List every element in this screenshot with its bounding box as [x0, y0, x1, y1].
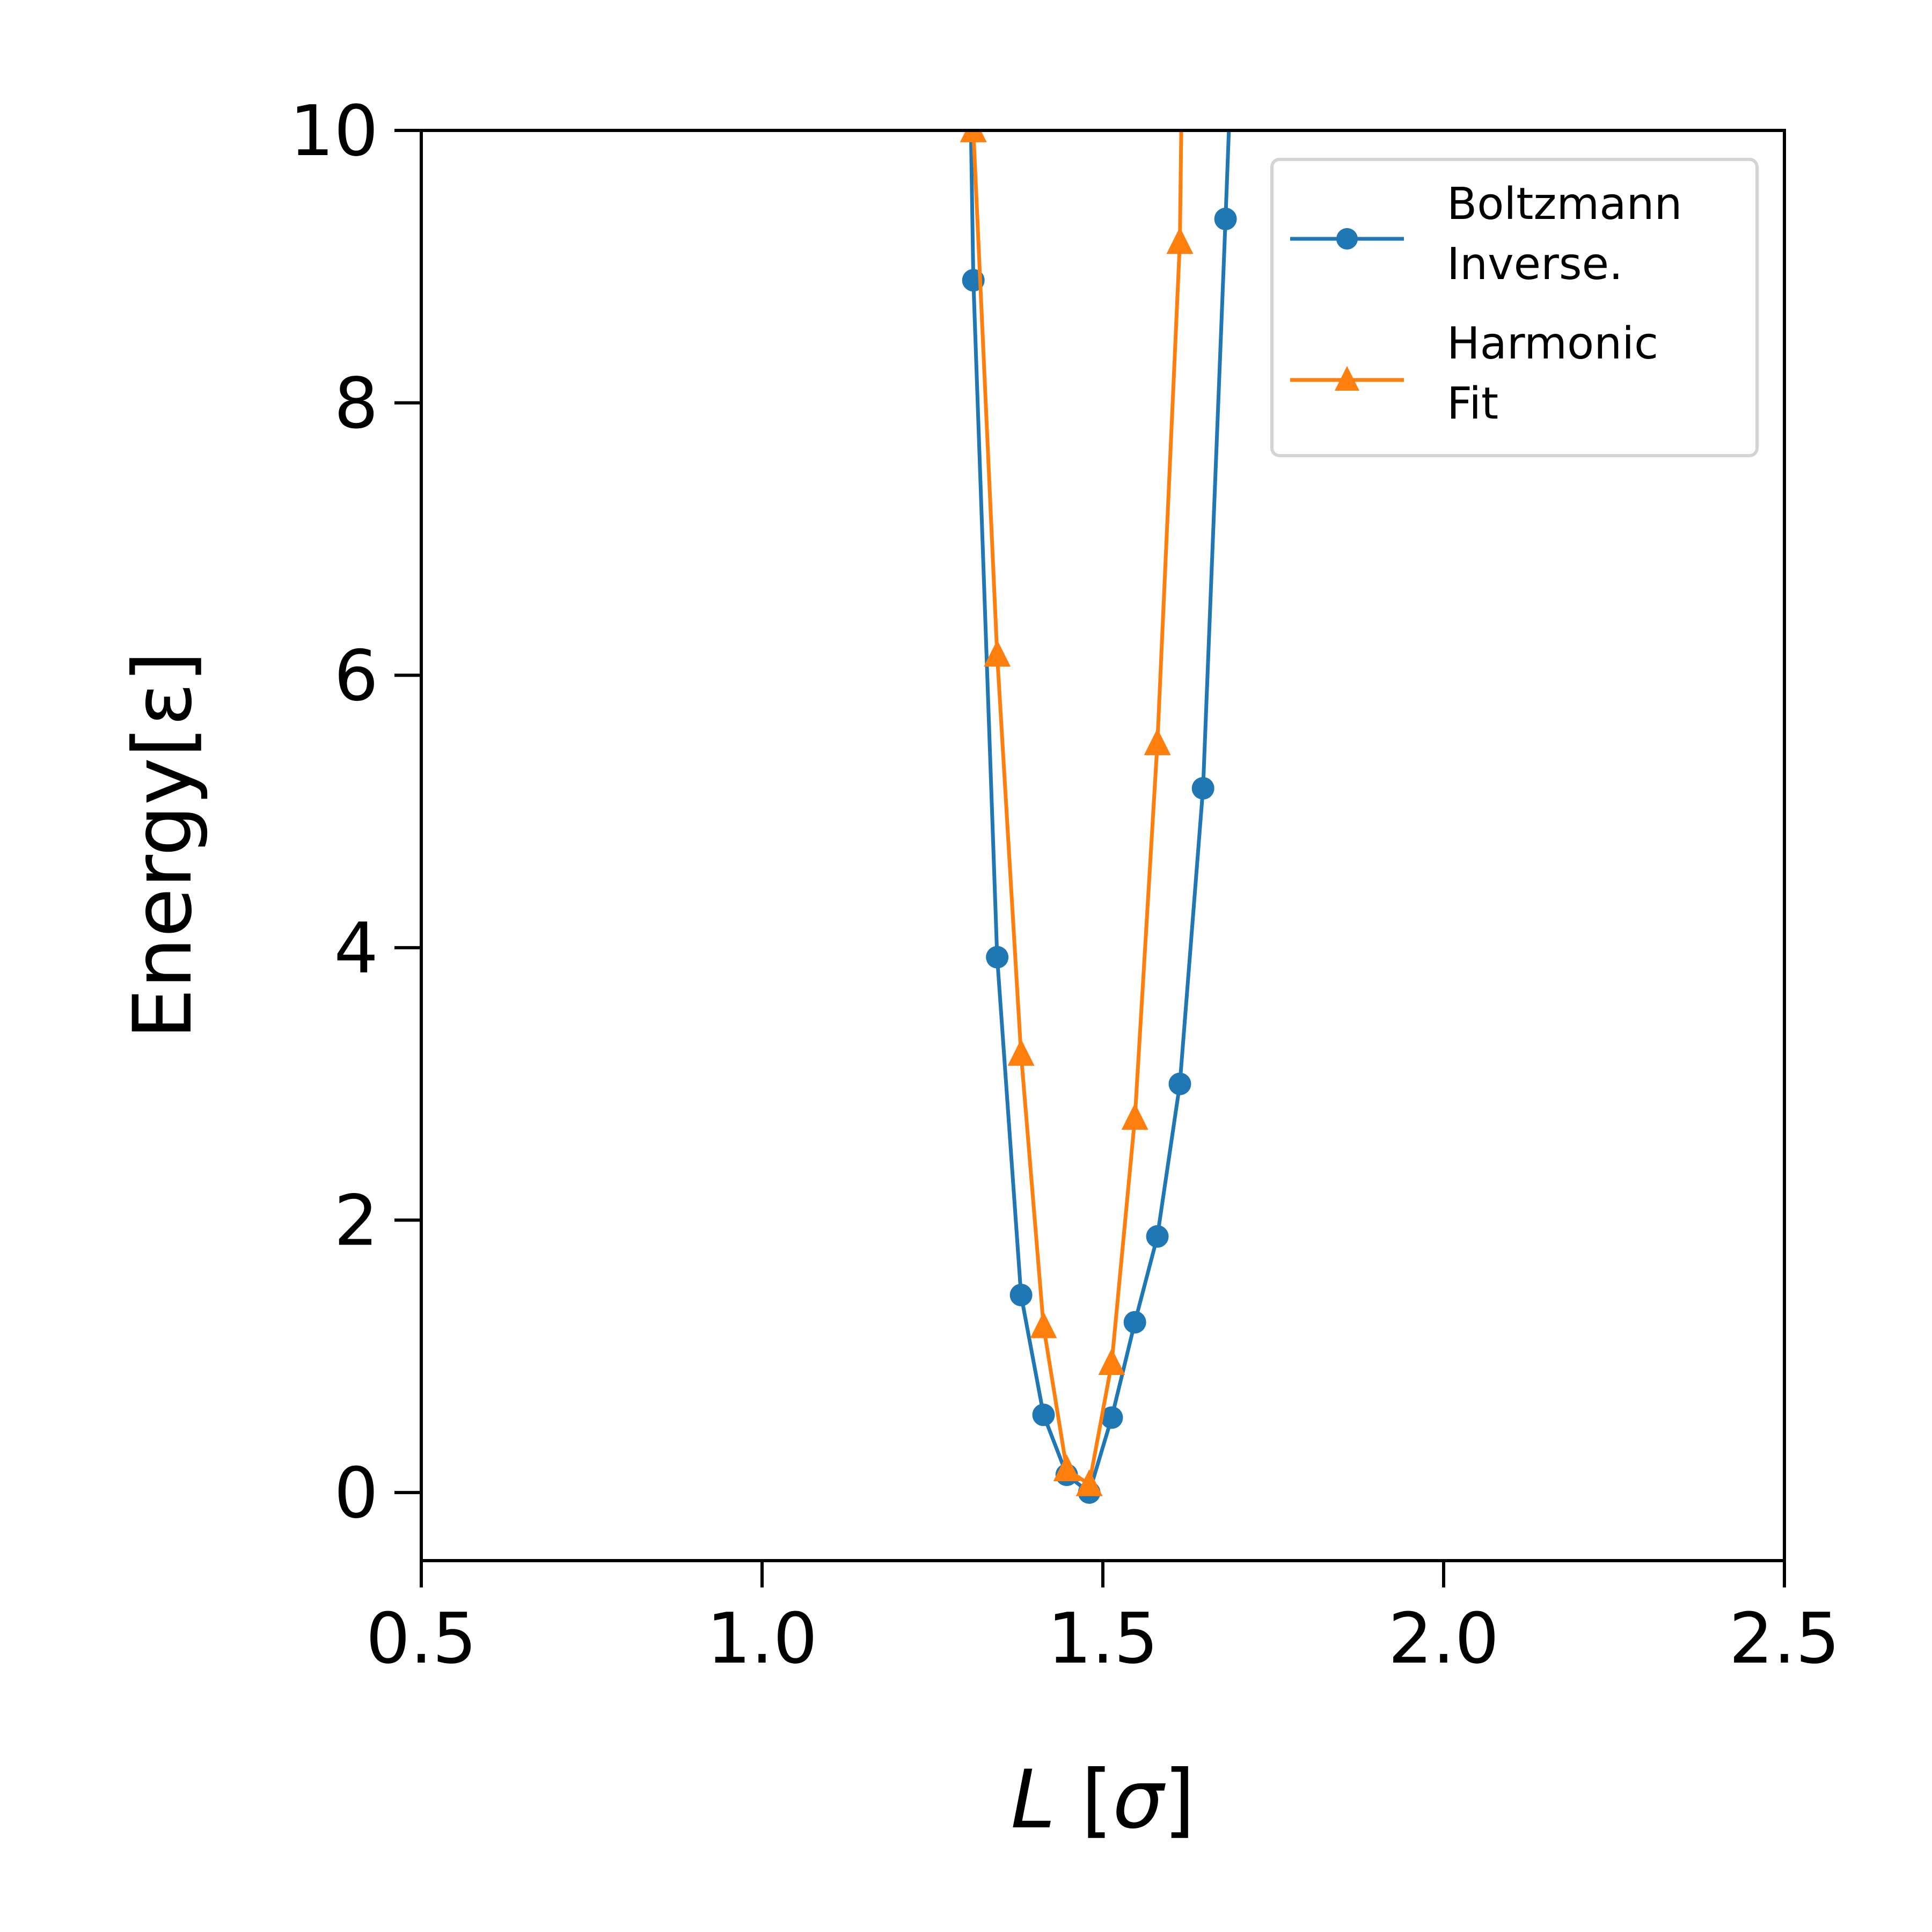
x-tick-label: 2.0 [1388, 1598, 1499, 1679]
series-line-0 [969, 130, 1231, 1495]
y-axis-label: Energy[ε] [116, 651, 210, 1039]
data-point-circle [1123, 1311, 1146, 1334]
x-tick-label: 2.5 [1729, 1598, 1840, 1679]
data-point-circle [1032, 1403, 1055, 1426]
data-point-circle [1146, 1225, 1169, 1248]
data-point-circle [986, 946, 1009, 969]
data-point-triangle [1121, 1103, 1148, 1130]
data-point-triangle [960, 130, 987, 142]
data-point-triangle [1144, 728, 1171, 756]
y-tick-label: 0 [334, 1452, 378, 1534]
legend: Boltzmann Inverse. Harmonic Fit [1270, 158, 1759, 457]
y-axis: 0 2 4 6 8 10 [290, 90, 421, 1534]
legend-marker-boltzmann [1336, 228, 1358, 250]
x-axis-label-open: [ [1056, 1753, 1113, 1847]
y-tick-label: 2 [334, 1180, 378, 1261]
legend-marker-harmonic [1335, 366, 1359, 391]
data-point-triangle [1075, 1469, 1103, 1496]
data-point-triangle [1053, 1454, 1080, 1481]
data-point-triangle [1030, 1311, 1057, 1338]
data-point-circle [1191, 777, 1214, 800]
legend-entry-boltzmann: Boltzmann Inverse. [1290, 179, 1682, 290]
legend-label-harmonic-line1: Harmonic [1447, 318, 1658, 369]
y-tick-label: 10 [290, 90, 378, 172]
x-axis-label: L [σ] [1011, 1753, 1195, 1847]
legend-label-boltzmann-line1: Boltzmann [1447, 179, 1682, 230]
legend-label-boltzmann-line2: Inverse. [1447, 239, 1623, 290]
data-point-triangle [984, 640, 1011, 667]
x-tick-label: 1.0 [707, 1598, 818, 1679]
data-point-circle [1168, 1072, 1191, 1095]
x-axis-label-text: L [σ] [1011, 1753, 1195, 1847]
x-axis-label-symbol: L [1011, 1753, 1056, 1847]
data-point-circle [1009, 1284, 1033, 1307]
legend-entry-harmonic: Harmonic Fit [1290, 318, 1658, 429]
y-axis-label-text: Energy[ε] [116, 651, 210, 1039]
legend-label-harmonic-line2: Fit [1447, 378, 1498, 429]
y-tick-label: 8 [334, 363, 378, 444]
data-point-triangle [1166, 227, 1194, 254]
data-point-circle [1100, 1406, 1123, 1429]
x-axis-label-close: ] [1163, 1753, 1195, 1847]
x-tick-label: 1.5 [1048, 1598, 1159, 1679]
y-tick-label: 6 [334, 635, 378, 716]
x-axis-label-unit: σ [1113, 1753, 1166, 1847]
data-point-triangle [1098, 1348, 1125, 1375]
y-tick-label: 4 [334, 908, 378, 989]
data-point-triangle [1007, 1038, 1035, 1066]
series-layer [960, 130, 1237, 1504]
x-axis: 0.5 1.0 1.5 2.0 2.5 [366, 1561, 1840, 1679]
data-point-circle [1214, 207, 1237, 230]
x-tick-label: 0.5 [366, 1598, 477, 1679]
